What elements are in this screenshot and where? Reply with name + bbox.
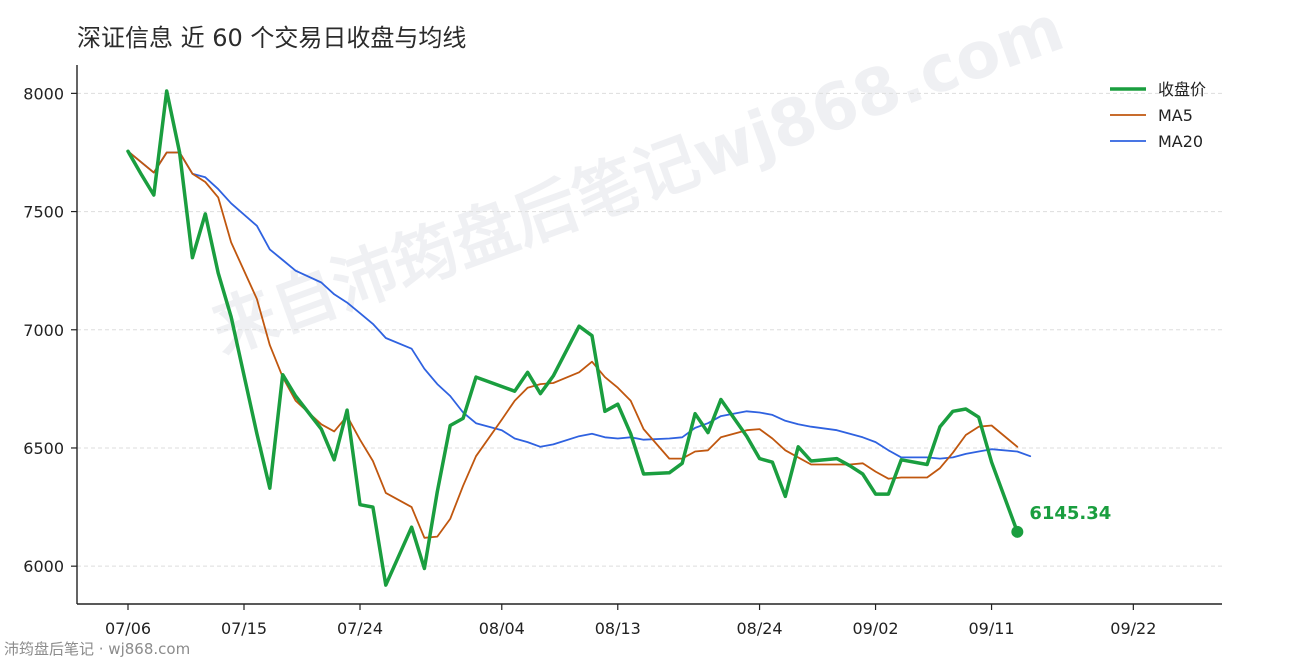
chart-title: 深证信息 近 60 个交易日收盘与均线 [77,24,467,52]
plot-area: 6145.34 [126,89,1111,587]
x-tick-label: 09/11 [969,619,1015,638]
watermark: 来自沛筠盘后笔记wj868.com [203,0,1074,369]
x-tick-label: 08/24 [737,619,783,638]
x-tick-label: 08/13 [595,619,641,638]
watermark-text: 来自沛筠盘后笔记wj868.com [203,0,1074,369]
y-tick-label: 6000 [23,557,64,576]
y-tick-label: 7500 [23,203,64,222]
footer-credit: 沛筠盘后笔记 · wj868.com [4,640,191,658]
legend-label: MA5 [1158,106,1193,125]
x-tick-label: 07/15 [221,619,267,638]
y-tick-label: 7000 [23,321,64,340]
close-end-marker [1011,525,1024,538]
x-tick-label: 08/04 [479,619,525,638]
y-tick-label: 6500 [23,439,64,458]
series-line-ma20 [127,150,1032,460]
axes: 6000 6500 7000 7500 8000 07/06 07/15 07/24 08/04… [23,65,1222,638]
series-line-close [126,89,1020,587]
y-tick-label: 8000 [23,84,64,103]
legend-label: 收盘价 [1158,80,1206,99]
x-tick-label: 07/06 [105,619,151,638]
gridlines [77,92,1222,567]
x-tick-label: 09/02 [853,619,899,638]
series-line-ma5 [127,150,1019,539]
legend-label: MA20 [1158,132,1203,151]
x-tick-label: 07/24 [337,619,383,638]
close-end-label: 6145.34 [1029,503,1111,524]
legend: 收盘价 MA5 MA20 [1110,80,1206,151]
x-tick-label: 09/22 [1110,619,1156,638]
